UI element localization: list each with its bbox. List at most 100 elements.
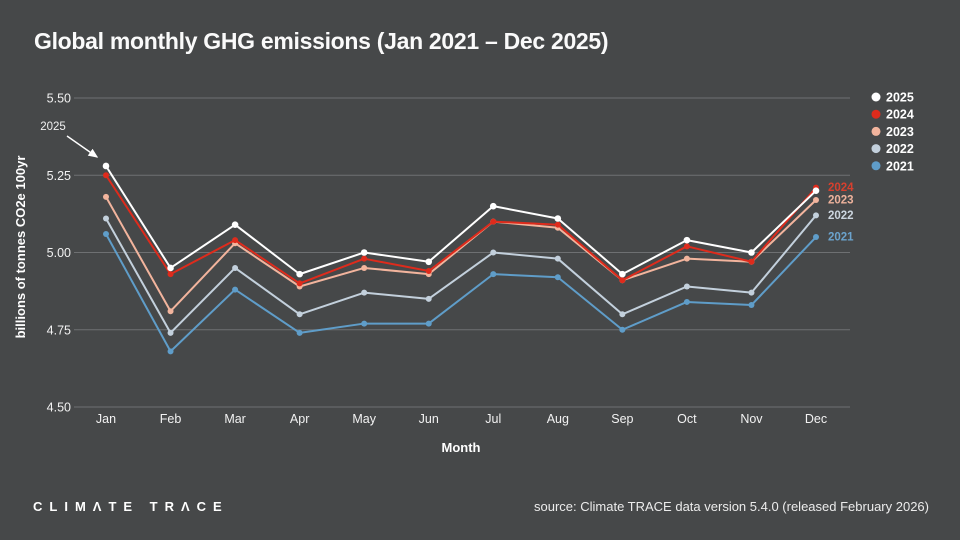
data-point-2022-Jun xyxy=(425,295,432,302)
data-point-2022-Dec xyxy=(813,212,819,219)
data-point-2022-May xyxy=(361,289,368,296)
data-point-2023-Jan xyxy=(103,193,109,200)
legend-label-2023: 2023 xyxy=(886,125,914,139)
data-point-2024-Feb xyxy=(167,271,174,278)
data-point-2025-Jun xyxy=(425,258,433,266)
data-point-2021-Nov xyxy=(748,302,755,309)
data-point-2024-Jan xyxy=(103,172,109,179)
x-tick-label: May xyxy=(352,412,376,426)
data-point-2022-Feb xyxy=(167,329,174,336)
x-tick-label: Feb xyxy=(160,412,182,426)
x-tick-label: Nov xyxy=(740,412,763,426)
y-axis-title: billions of tonnes CO2e 100yr xyxy=(13,156,28,339)
data-point-2022-Oct xyxy=(683,283,690,290)
legend-swatch-2023 xyxy=(871,126,881,136)
data-point-2021-Feb xyxy=(167,348,174,355)
y-tick-label: 4.75 xyxy=(47,323,71,337)
data-point-2024-Sep xyxy=(619,277,626,284)
data-point-2021-Aug xyxy=(554,274,561,281)
series-line-2022 xyxy=(105,214,817,334)
annotation-2025-label: 2025 xyxy=(40,121,66,133)
data-point-2025-Jul xyxy=(489,202,497,210)
data-point-2022-Mar xyxy=(232,264,239,271)
series-end-label-2021: 2021 xyxy=(828,232,854,244)
data-point-2021-Jan xyxy=(103,230,109,237)
data-point-2021-Jul xyxy=(490,271,497,278)
data-point-2022-Jul xyxy=(490,249,497,256)
data-point-2025-Apr xyxy=(296,270,303,278)
series-line-2025 xyxy=(105,164,817,276)
data-point-2025-Nov xyxy=(748,249,755,256)
data-point-2023-Oct xyxy=(683,255,690,262)
legend-label-2021: 2021 xyxy=(886,159,914,173)
annotation-2025: 2025 xyxy=(40,121,99,158)
data-point-2022-Nov xyxy=(748,289,755,296)
data-point-2025-Sep xyxy=(619,270,626,278)
data-point-2025-Mar xyxy=(231,221,239,228)
series-line-2021 xyxy=(105,232,817,353)
chart-legend: 2025 2024 2023 2022 2021 xyxy=(871,91,914,173)
data-point-2024-Aug xyxy=(554,221,561,228)
legend-swatch-2021 xyxy=(871,161,881,171)
x-tick-label: Mar xyxy=(224,412,246,426)
grid-layer: 5.50 5.25 5.00 4.75 4.50 xyxy=(47,92,850,415)
data-point-2023-Feb xyxy=(167,308,174,315)
data-point-2021-Sep xyxy=(619,326,626,333)
data-point-2022-Jan xyxy=(103,215,109,222)
x-axis-title: Month xyxy=(442,440,481,455)
legend-swatch-2024 xyxy=(871,109,881,119)
x-tick-label: Jan xyxy=(96,412,116,426)
series-end-label-2023: 2023 xyxy=(828,194,854,206)
data-point-2021-Jun xyxy=(425,320,432,327)
data-point-2022-Aug xyxy=(554,255,561,262)
legend-swatch-2025 xyxy=(871,92,881,102)
source-text: source: Climate TRACE data version 5.4.0… xyxy=(533,499,929,514)
x-tick-label: Dec xyxy=(805,412,827,426)
series-line-2024 xyxy=(105,174,817,285)
series-end-label-2022: 2022 xyxy=(828,210,854,222)
data-point-2023-May xyxy=(361,264,368,271)
x-tick-label: Aug xyxy=(547,412,569,426)
data-point-2021-Mar xyxy=(232,286,239,293)
x-tick-label: Oct xyxy=(677,412,697,426)
data-point-2025-Jan xyxy=(102,162,110,170)
x-tick-label: Jun xyxy=(419,412,439,426)
chart-title: Global monthly GHG emissions (Jan 2021 –… xyxy=(34,28,609,54)
x-tick-label: Sep xyxy=(611,412,633,426)
data-point-2022-Sep xyxy=(619,311,626,318)
y-tick-label: 5.25 xyxy=(47,169,71,183)
label-layer: Jan Feb Mar Apr May Jun Jul Aug Sep Oct Nov Dec Mont… xyxy=(13,156,854,455)
data-point-2024-May xyxy=(361,255,368,262)
data-point-2021-Dec xyxy=(813,234,819,241)
data-point-2022-Apr xyxy=(296,311,303,318)
series-line-2023 xyxy=(105,195,817,313)
data-point-2023-Dec xyxy=(813,196,819,203)
data-point-2025-Dec xyxy=(812,187,820,194)
legend-swatch-2022 xyxy=(871,144,881,154)
y-tick-label: 5.00 xyxy=(47,246,71,260)
legend-label-2024: 2024 xyxy=(886,108,914,122)
x-tick-label: Apr xyxy=(290,412,309,426)
data-point-2024-Apr xyxy=(296,280,303,287)
series-end-label-2024: 2024 xyxy=(828,182,854,194)
data-point-2021-May xyxy=(361,320,368,327)
data-point-2024-Nov xyxy=(748,258,755,265)
legend-label-2022: 2022 xyxy=(886,142,914,156)
climate-trace-logo: CLIMΛTE TRΛCE xyxy=(33,499,229,514)
x-tick-label: Jul xyxy=(485,412,501,426)
data-point-2024-Mar xyxy=(232,237,239,244)
series-layer xyxy=(102,162,820,355)
data-point-2021-Apr xyxy=(296,329,303,336)
data-point-2025-May xyxy=(360,249,368,256)
legend-label-2025: 2025 xyxy=(886,91,914,105)
data-point-2024-Oct xyxy=(683,243,690,250)
data-point-2024-Jun xyxy=(425,268,432,275)
data-point-2025-Aug xyxy=(554,215,562,222)
data-point-2025-Oct xyxy=(683,236,691,244)
y-tick-label: 5.50 xyxy=(47,92,71,106)
data-point-2024-Jul xyxy=(490,218,497,225)
y-tick-label: 4.50 xyxy=(47,401,71,415)
annotation-arrow-icon xyxy=(66,135,99,158)
